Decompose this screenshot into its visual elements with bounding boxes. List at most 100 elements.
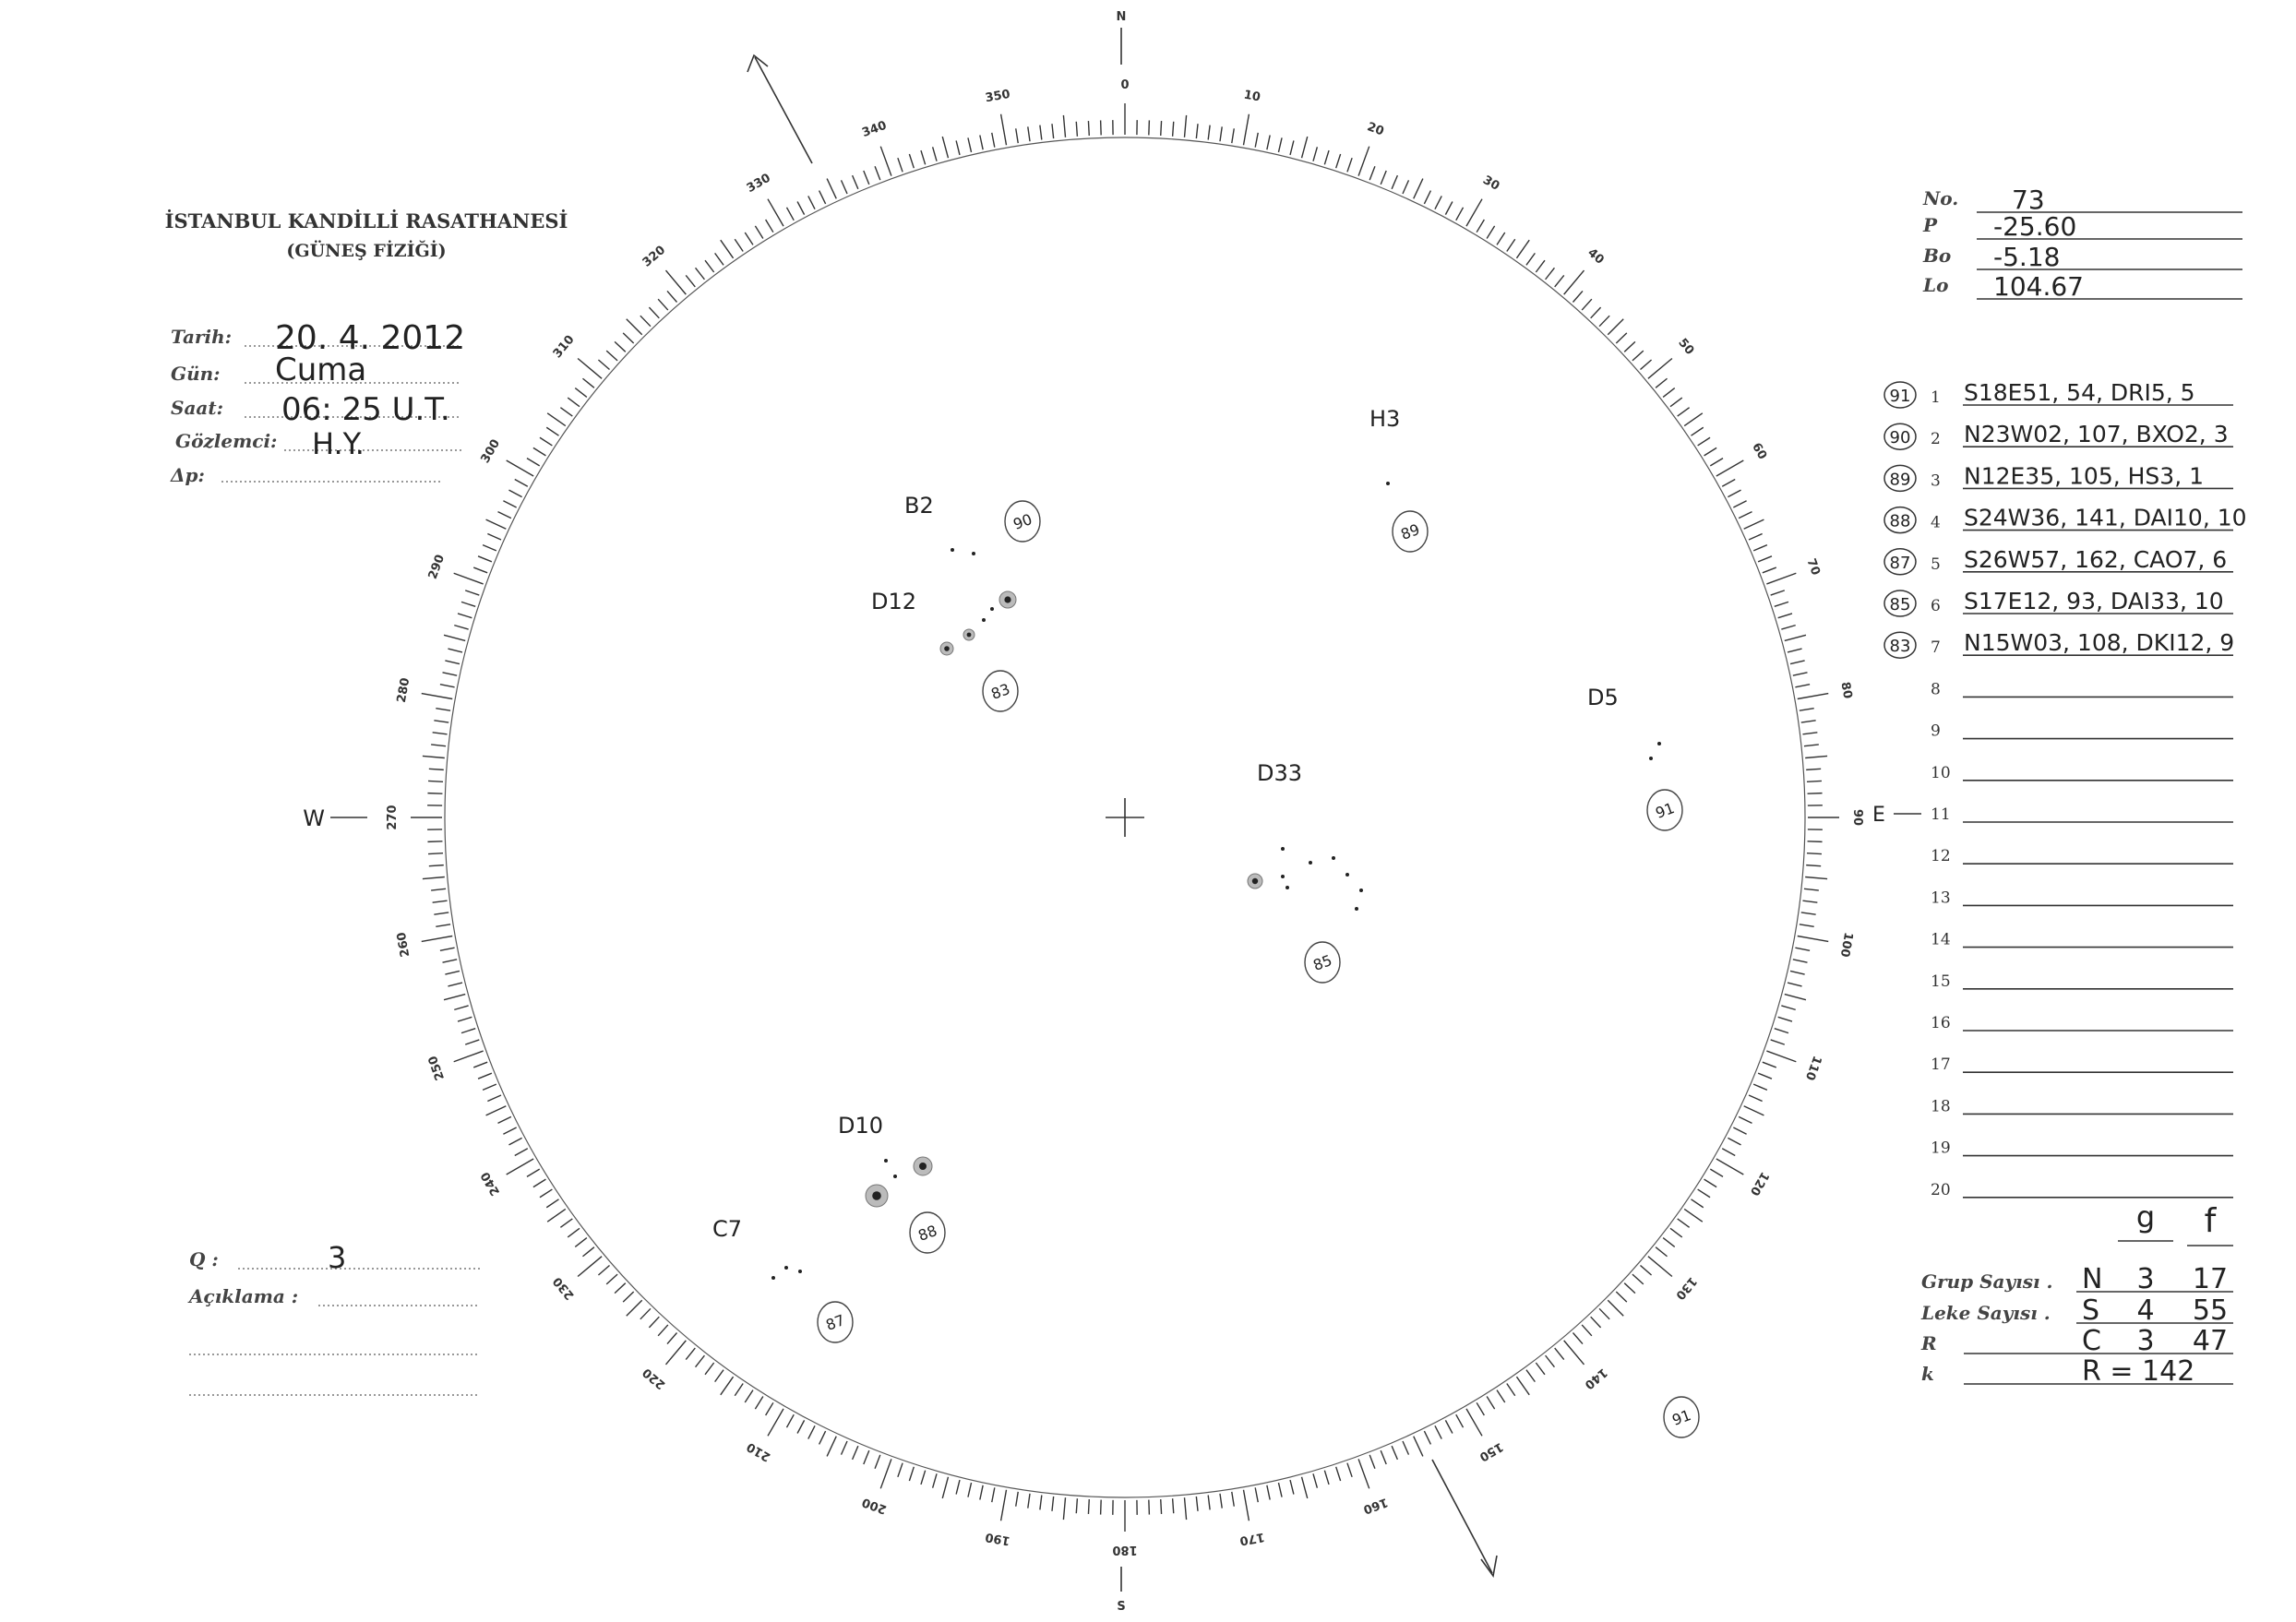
date-value[interactable]: 20. 4. 2012: [275, 319, 465, 357]
scale-tick: [1171, 121, 1175, 137]
summary-row: R C 3 47: [1920, 1325, 2233, 1357]
scale-tick: [785, 1413, 795, 1428]
summary-f[interactable]: 47: [2193, 1325, 2228, 1357]
scale-tick: [1598, 1307, 1610, 1320]
scale-tick: [1716, 1158, 1744, 1175]
column-g-header: g: [2136, 1199, 2155, 1234]
group-description[interactable]: N15W03, 108, DKI12, 9: [1964, 629, 2234, 656]
solar-disk: 0 10 20 30 40 50 60 70 80 90 100 110 120 130 140 150 160…: [303, 10, 1921, 1614]
scale-tick: [1254, 1487, 1259, 1503]
summary-g[interactable]: 4: [2136, 1294, 2154, 1327]
scale-label: 330: [745, 172, 773, 197]
sunspot-umbra: [1355, 907, 1358, 911]
group-row: 87 5 S26W57, 162, CAO7, 6: [1883, 546, 2233, 576]
scale-tick: [482, 1083, 497, 1091]
group-row: 20: [1931, 1181, 2233, 1199]
summary-hemisphere[interactable]: N: [2082, 1263, 2102, 1295]
q-value[interactable]: 3: [328, 1240, 346, 1275]
scale-tick: [1806, 864, 1822, 867]
summary-g[interactable]: 3: [2136, 1325, 2154, 1357]
scale-tick: [1423, 190, 1432, 205]
sunspot-group[interactable]: B2 90: [904, 493, 1041, 555]
sunspot-group[interactable]: D10 88: [838, 1113, 946, 1254]
scale-tick: [422, 755, 445, 759]
scale-tick: [1784, 993, 1807, 1001]
ephemeris-value[interactable]: -5.18: [1993, 242, 2060, 272]
scale-tick: [967, 1482, 973, 1497]
group-description[interactable]: N23W02, 107, BXO2, 3: [1964, 421, 2229, 447]
scale-tick: [1444, 1420, 1453, 1434]
scale-label: 130: [1672, 1274, 1699, 1302]
scale-tick: [991, 1487, 996, 1503]
scale-tick: [460, 601, 476, 607]
scale-tick: [1195, 124, 1199, 139]
group-row: 14: [1931, 931, 2233, 949]
scale-tick: [1434, 196, 1442, 209]
field-time: Saat: 06: 25 U.T.: [171, 391, 461, 428]
notes-section: Q : 3 Açıklama :: [187, 1240, 480, 1396]
group-description[interactable]: S24W36, 141, DAI10, 10: [1964, 505, 2247, 531]
scale-tick: [1254, 132, 1259, 148]
day-value[interactable]: Cuma: [275, 352, 366, 388]
scale-tick: [1323, 149, 1330, 165]
scale-tick: [485, 519, 507, 530]
east-label: E: [1872, 804, 1885, 827]
scale-tick: [1777, 1016, 1793, 1022]
scale-tick: [432, 900, 448, 903]
scale-tick: [840, 180, 848, 195]
group-description[interactable]: N12E35, 105, HS3, 1: [1964, 462, 2204, 489]
scale-tick: [1027, 1493, 1031, 1509]
scale-tick: [1598, 315, 1610, 328]
scale-tick: [826, 1436, 837, 1457]
summary-f[interactable]: 55: [2193, 1294, 2228, 1327]
scale-tick: [439, 684, 455, 688]
time-value[interactable]: 06: 25 U.T.: [281, 391, 450, 428]
group-description[interactable]: S26W57, 162, CAO7, 6: [1964, 546, 2227, 573]
sunspot-group[interactable]: D12 83: [871, 589, 1019, 712]
scale-tick: [434, 720, 449, 723]
sunspot-group[interactable]: 91: [1663, 1396, 1700, 1438]
sunspot-group[interactable]: D5 91: [1587, 685, 1683, 831]
scale-tick: [1683, 1208, 1704, 1222]
scale-tick: [1277, 1482, 1283, 1497]
scale-tick: [559, 407, 573, 417]
ephemeris-value[interactable]: -25.60: [1993, 211, 2076, 242]
summary-hemisphere[interactable]: R = 142: [2082, 1355, 2194, 1388]
group-description[interactable]: S17E12, 93, DAI33, 10: [1964, 588, 2224, 614]
sunspot-group[interactable]: C7 87: [712, 1216, 854, 1343]
scale-tick: [879, 1459, 892, 1489]
scale-tick: [720, 239, 735, 259]
aciklama-label: Açıklama :: [187, 1285, 298, 1307]
summary-hemisphere[interactable]: S: [2082, 1294, 2099, 1327]
scale-label: 200: [860, 1495, 889, 1516]
summary-f[interactable]: 17: [2193, 1263, 2228, 1295]
north-label: N: [1117, 10, 1127, 24]
scale-tick: [999, 113, 1008, 146]
scale-tick: [577, 357, 603, 379]
scale-tick: [818, 190, 827, 205]
scale-tick: [1787, 648, 1802, 653]
summary-hemisphere[interactable]: C: [2082, 1325, 2101, 1357]
scale-label: 230: [551, 1274, 578, 1302]
sunspot-group[interactable]: D33 85: [1247, 760, 1363, 984]
scale-tick: [1160, 1498, 1163, 1515]
group-class-label: D12: [871, 589, 916, 614]
scale-tick: [1402, 180, 1410, 195]
scale-tick: [1607, 1299, 1624, 1317]
group-row: 10: [1931, 764, 2233, 782]
scale-label: 70: [1804, 557, 1823, 578]
scale-tick: [514, 1148, 529, 1157]
scale-tick: [1799, 708, 1814, 711]
sunspot-group[interactable]: H3 89: [1369, 406, 1429, 553]
ephemeris-value[interactable]: 104.67: [1993, 271, 2084, 302]
scale-tick: [597, 1264, 610, 1276]
scale-tick: [614, 1282, 627, 1294]
observer-value[interactable]: H.Y.: [312, 426, 365, 461]
group-description[interactable]: S18E51, 54, DRI5, 5: [1964, 379, 2195, 406]
scale-tick: [442, 672, 458, 676]
scale-tick: [545, 426, 559, 436]
summary-g[interactable]: 3: [2136, 1263, 2154, 1295]
row-index: 19: [1931, 1139, 1951, 1158]
field-date: Tarih: 20. 4. 2012: [171, 319, 465, 357]
ephemeris-value[interactable]: 73: [2012, 185, 2045, 215]
